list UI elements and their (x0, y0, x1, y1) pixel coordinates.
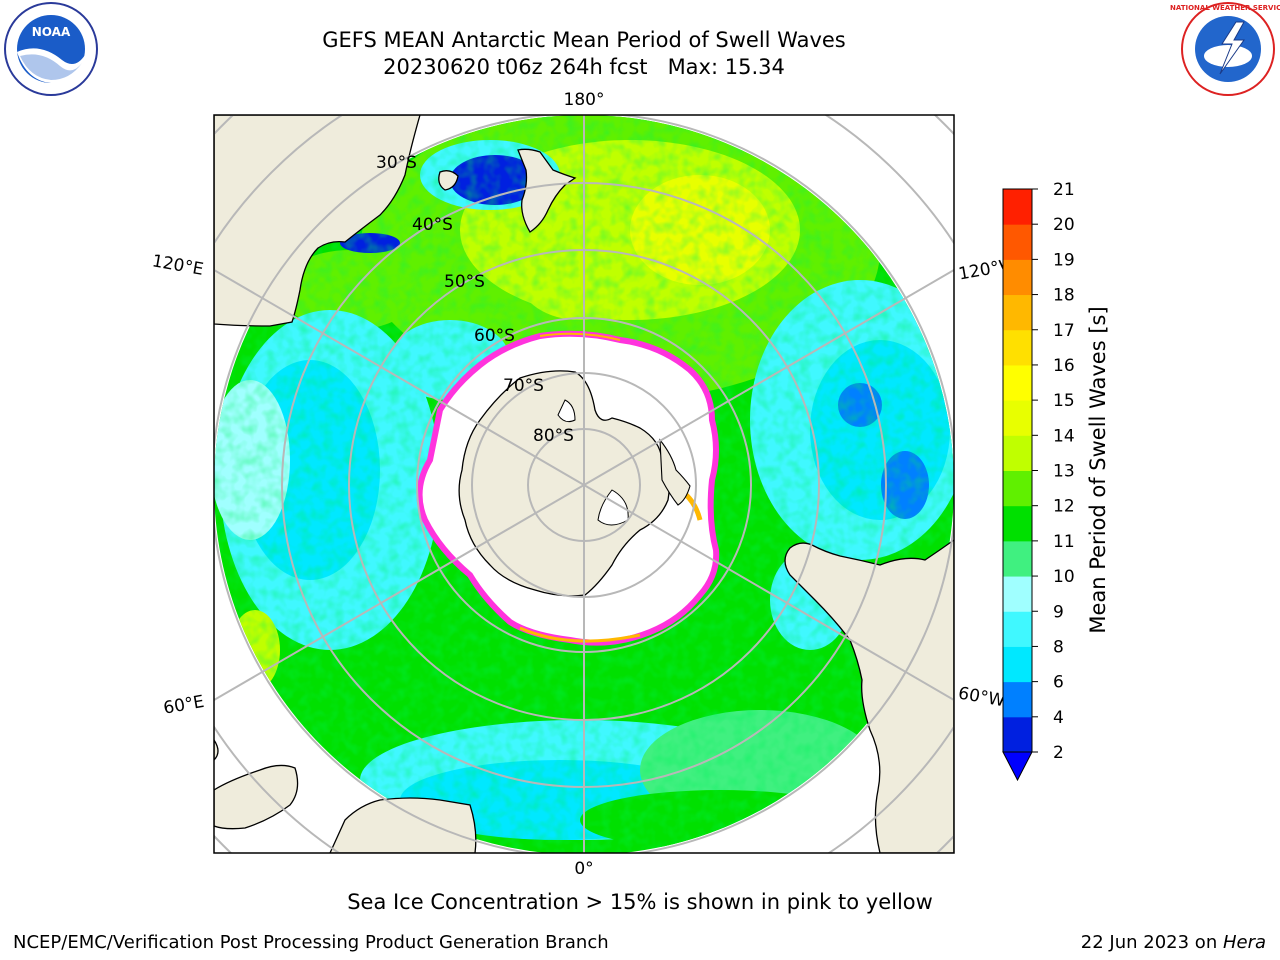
colorbar-cell (1003, 716, 1032, 753)
colorbar-tick-label: 15 (1053, 391, 1075, 411)
colorbar-cell (1003, 470, 1032, 507)
land-africa (329, 797, 477, 853)
colorbar-cell (1003, 540, 1032, 577)
footer-host: Hera (1222, 932, 1266, 953)
colorbar-tick-label: 14 (1053, 426, 1075, 446)
colorbar-tick-label: 20 (1053, 215, 1075, 235)
lon-label-180: 180° (564, 90, 605, 110)
colorbar-cell (1003, 435, 1032, 471)
figure-title: GEFS MEAN Antarctic Mean Period of Swell… (322, 28, 846, 52)
map-area: 30°S 40°S 50°S 60°S 70°S 80°S (214, 115, 954, 853)
colorbar-cell (1003, 294, 1032, 331)
footer-date-text: 22 Jun 2023 on (1080, 932, 1223, 953)
land-island (438, 170, 459, 191)
colorbar-tick-label: 12 (1053, 497, 1075, 517)
colorbar-tick-label: 8 (1053, 637, 1064, 657)
noaa-logo-icon: NOAA (4, 2, 98, 96)
noaa-logo-text: NOAA (32, 25, 71, 39)
colorbar-tick-label: 9 (1053, 602, 1064, 622)
lon-label-0: 0° (574, 859, 593, 879)
colorbar-cell (1003, 329, 1032, 366)
land-madagascar (214, 764, 299, 830)
lon-label-60e: 60°E (162, 692, 206, 719)
colorbar-tick-label: 19 (1053, 250, 1075, 270)
colorbar-cell (1003, 400, 1032, 436)
lon-label-60w: 60°W (957, 683, 1007, 711)
colorbar-tick-label: 17 (1053, 321, 1075, 341)
colorbar-tick-label: 13 (1053, 462, 1075, 482)
colorbar-tick-label: 6 (1053, 673, 1064, 693)
colorbar-label: Mean Period of Swell Waves [s] (1086, 306, 1110, 633)
colorbar-tick-label: 21 (1053, 180, 1075, 200)
graticule (214, 115, 954, 853)
nws-logo-icon: NATIONAL WEATHER SERVICE (1170, 2, 1280, 96)
land-new-zealand (517, 148, 577, 233)
lat-label-60s: 60°S (474, 326, 515, 346)
colorbar-cell (1003, 189, 1032, 225)
colorbar-cell (1003, 646, 1032, 683)
colorbar-tick-label: 18 (1053, 286, 1075, 306)
colorbar-cell (1003, 505, 1032, 542)
colorbar-cell (1003, 259, 1032, 296)
colorbar: 2 4 6 8 9 10 11 12 13 14 15 16 17 18 19 20 21 Mean Perio… (1002, 180, 1110, 782)
colorbar-tick-label: 10 (1053, 567, 1075, 587)
lat-label-50s: 50°S (444, 272, 485, 292)
lat-label-30s: 30°S (376, 153, 417, 173)
lat-label-70s: 70°S (503, 376, 544, 396)
footer-credit: NCEP/EMC/Verification Post Processing Pr… (13, 932, 609, 953)
footer-date: 22 Jun 2023 on Hera (1081, 932, 1266, 953)
colorbar-cell (1003, 224, 1032, 260)
figure-subtitle: 20230620 t06z 264h fcst Max: 15.34 (383, 55, 785, 79)
lat-label-80s: 80°S (533, 426, 574, 446)
lon-label-120e: 120°E (151, 251, 205, 280)
colorbar-tick-label: 2 (1053, 743, 1064, 763)
colorbar-cell (1003, 576, 1032, 612)
colorbar-tick-label: 16 (1053, 356, 1075, 376)
sea-ice-note: Sea Ice Concentration > 15% is shown in … (347, 890, 933, 914)
colorbar-tick-label: 4 (1053, 708, 1064, 728)
colorbar-cell (1003, 611, 1032, 647)
colorbar-cell (1003, 364, 1032, 401)
lat-label-40s: 40°S (412, 215, 453, 235)
land-south-america (784, 539, 954, 853)
land-antarctica (458, 370, 670, 597)
colorbar-tick-label: 11 (1053, 532, 1075, 552)
map-frame (213, 114, 955, 854)
colorbar-cell (1003, 681, 1032, 718)
nws-logo-text: NATIONAL WEATHER SERVICE (1170, 4, 1280, 12)
land-australia (214, 115, 421, 327)
